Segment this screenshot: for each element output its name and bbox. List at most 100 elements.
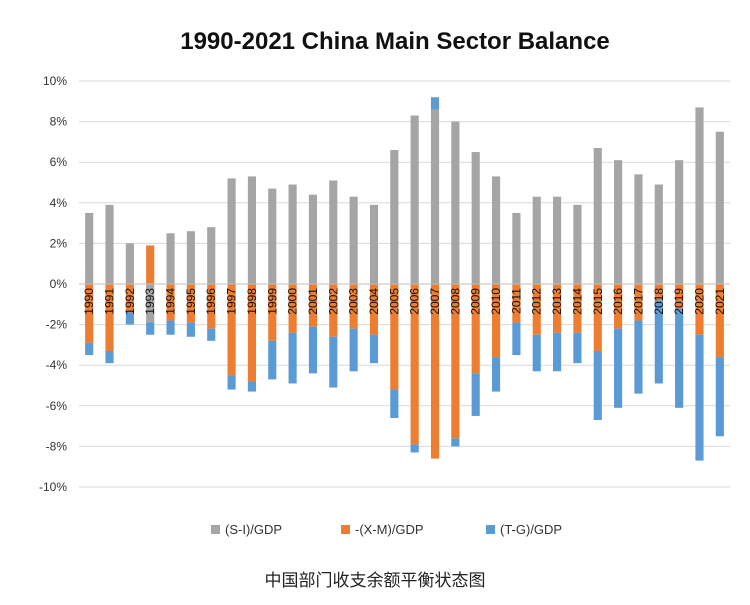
bar-x-m-gdp-1995 — [186, 284, 195, 323]
bar-s-i-gdp-2011 — [512, 212, 521, 284]
legend-swatch — [211, 525, 220, 534]
y-tick-label: -8% — [46, 439, 68, 453]
x-tick-label: 1992 — [123, 288, 137, 315]
bar-t-g-gdp-1993 — [146, 322, 155, 335]
bar-x-m-gdp-2017 — [634, 284, 643, 321]
bar-t-g-gdp-2004 — [369, 334, 379, 364]
bar-s-i-gdp-1992 — [125, 243, 134, 284]
y-tick-label: -2% — [46, 318, 68, 332]
x-tick-label: 2012 — [530, 288, 544, 315]
x-tick-label: 2002 — [326, 288, 340, 315]
bar-s-i-gdp-2000 — [288, 184, 297, 284]
bar-s-i-gdp-2008 — [451, 121, 460, 284]
x-tick-label: 2008 — [448, 288, 462, 315]
x-tick-label: 1994 — [164, 288, 178, 315]
bar-t-g-gdp-2015 — [593, 350, 602, 421]
bar-s-i-gdp-2005 — [390, 150, 399, 284]
y-tick-label: -6% — [46, 399, 68, 413]
bar-x-m-gdp-1997 — [227, 284, 236, 376]
bar-x-m-gdp-1996 — [207, 284, 216, 329]
bar-s-i-gdp-1990 — [85, 212, 94, 284]
bar-x-m-gdp-2008 — [451, 284, 460, 439]
bar-t-g-gdp-1999 — [268, 340, 277, 380]
bar-s-i-gdp-2021 — [715, 131, 724, 284]
x-tick-label: 2011 — [509, 288, 523, 314]
bar-x-m-gdp-2018 — [654, 284, 663, 301]
x-tick-label: 2009 — [469, 288, 483, 315]
bar-s-i-gdp-2003 — [349, 196, 358, 284]
x-tick-label: 1991 — [103, 288, 117, 315]
bar-s-i-gdp-2020 — [695, 107, 704, 284]
bar-s-i-gdp-2001 — [308, 194, 318, 284]
x-axis-tick-labels: 1990 1991 1992 1993 1994 1995 1996 1997 1998 1999… — [82, 288, 727, 315]
bar-x-m-gdp-2005 — [390, 284, 399, 390]
y-tick-label: 0% — [50, 277, 68, 291]
bar-x-m-gdp-2009 — [471, 284, 480, 374]
x-tick-label: 2004 — [367, 288, 381, 315]
x-tick-label: 1998 — [245, 288, 259, 315]
bar-t-g-gdp-2019 — [675, 308, 684, 408]
bar-x-m-gdp-2012 — [532, 284, 541, 335]
bar-t-g-gdp-2010 — [491, 357, 501, 392]
bar-t-g-gdp-1992 — [125, 312, 134, 325]
x-tick-label: 2017 — [631, 288, 645, 315]
x-tick-label: 2021 — [713, 288, 727, 315]
bar-t-g-gdp-2006 — [410, 444, 419, 453]
x-tick-label: 2003 — [347, 288, 361, 315]
bar-x-m-gdp-1993 — [146, 245, 155, 284]
x-tick-label: 2020 — [692, 288, 706, 315]
legend-swatch — [486, 525, 495, 534]
bar-t-g-gdp-2018 — [654, 300, 663, 384]
bar-t-g-gdp-2000 — [288, 332, 297, 384]
x-tick-label: 1995 — [184, 288, 198, 315]
bar-t-g-gdp-1996 — [207, 328, 216, 341]
y-tick-label: -4% — [46, 358, 68, 372]
x-tick-label: 2013 — [550, 288, 564, 315]
bar-x-m-gdp-2007 — [430, 284, 440, 459]
bar-t-g-gdp-1990 — [85, 342, 94, 356]
bar-s-i-gdp-1997 — [227, 178, 236, 284]
x-tick-label: 2000 — [286, 288, 300, 315]
bar-x-m-gdp-2006 — [410, 284, 419, 445]
y-tick-label: -10% — [39, 480, 67, 494]
bar-s-i-gdp-1991 — [105, 204, 114, 284]
x-tick-label: 2001 — [306, 288, 320, 315]
y-tick-label: 2% — [50, 236, 68, 250]
x-tick-label: 2005 — [387, 288, 401, 315]
bar-x-m-gdp-1990 — [85, 284, 94, 343]
bar-x-m-gdp-2019 — [675, 284, 684, 309]
bar-x-m-gdp-1998 — [247, 284, 256, 382]
bar-x-m-gdp-2000 — [288, 284, 297, 333]
x-tick-label: 1990 — [82, 288, 96, 315]
chart-caption: 中国部门收支余额平衡状态图 — [264, 571, 486, 591]
bar-x-m-gdp-2014 — [573, 284, 582, 333]
bar-t-g-gdp-2009 — [471, 373, 480, 416]
bar-t-g-gdp-2003 — [349, 328, 358, 372]
bar-x-m-gdp-2013 — [553, 284, 562, 333]
bar-x-m-gdp-1999 — [268, 284, 277, 341]
x-tick-label: 1996 — [204, 288, 218, 315]
legend-swatch — [341, 525, 350, 534]
x-tick-label: 1997 — [225, 288, 239, 315]
bar-x-m-gdp-2016 — [614, 284, 623, 329]
bar-t-g-gdp-2011 — [512, 322, 521, 356]
bar-s-i-gdp-2012 — [532, 196, 541, 284]
bar-s-i-gdp-2018 — [654, 184, 663, 284]
bar-s-i-gdp-2015 — [593, 147, 602, 284]
bar-s-i-gdp-2017 — [634, 174, 643, 284]
chart-title: 1990-2021 China Main Sector Balance — [180, 28, 610, 55]
bar-s-i-gdp-2006 — [410, 115, 419, 284]
bar-s-i-gdp-2014 — [573, 204, 582, 284]
bar-t-g-gdp-2012 — [532, 334, 541, 372]
bar-s-i-gdp-2009 — [471, 152, 480, 284]
bar-x-m-gdp-2015 — [593, 284, 602, 351]
bar-t-g-gdp-2005 — [390, 389, 399, 418]
x-tick-label: 2019 — [672, 288, 686, 315]
bar-t-g-gdp-2002 — [329, 336, 338, 388]
bar-t-g-gdp-1997 — [227, 375, 236, 390]
legend-label: (S-I)/GDP — [225, 522, 282, 537]
bar-s-i-gdp-2019 — [675, 160, 684, 284]
bar-x-m-gdp-2010 — [491, 284, 501, 358]
bar-s-i-gdp-2007 — [430, 109, 440, 284]
bar-x-m-gdp-2002 — [329, 284, 338, 337]
